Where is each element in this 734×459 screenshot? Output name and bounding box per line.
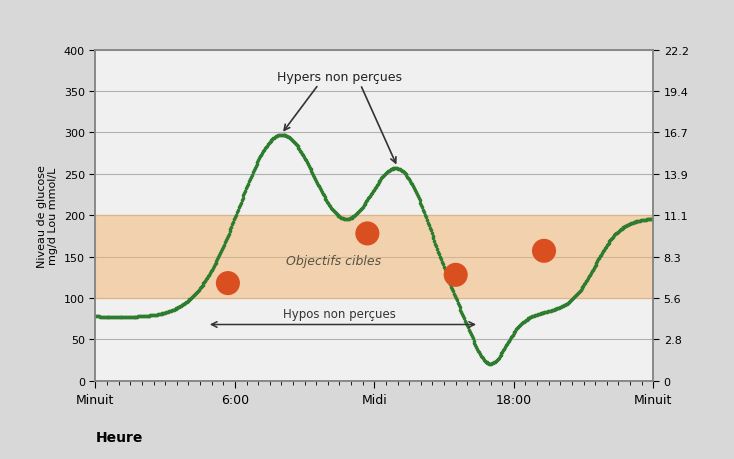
Y-axis label: Niveau de glucose
mg/d Lou mmol/L: Niveau de glucose mg/d Lou mmol/L bbox=[37, 164, 58, 267]
Legend: Glycémies capillaires, MCG: Glycémies capillaires, MCG bbox=[308, 458, 575, 459]
Point bbox=[222, 280, 233, 287]
Point bbox=[538, 247, 550, 255]
Text: Hypos non perçues: Hypos non perçues bbox=[283, 307, 396, 320]
Text: Heure: Heure bbox=[95, 430, 143, 444]
Point bbox=[450, 272, 462, 279]
Text: Objectifs cibles: Objectifs cibles bbox=[286, 255, 381, 268]
Point bbox=[361, 230, 373, 238]
Bar bbox=[95, 216, 653, 298]
Text: Hypers non perçues: Hypers non perçues bbox=[277, 70, 402, 84]
